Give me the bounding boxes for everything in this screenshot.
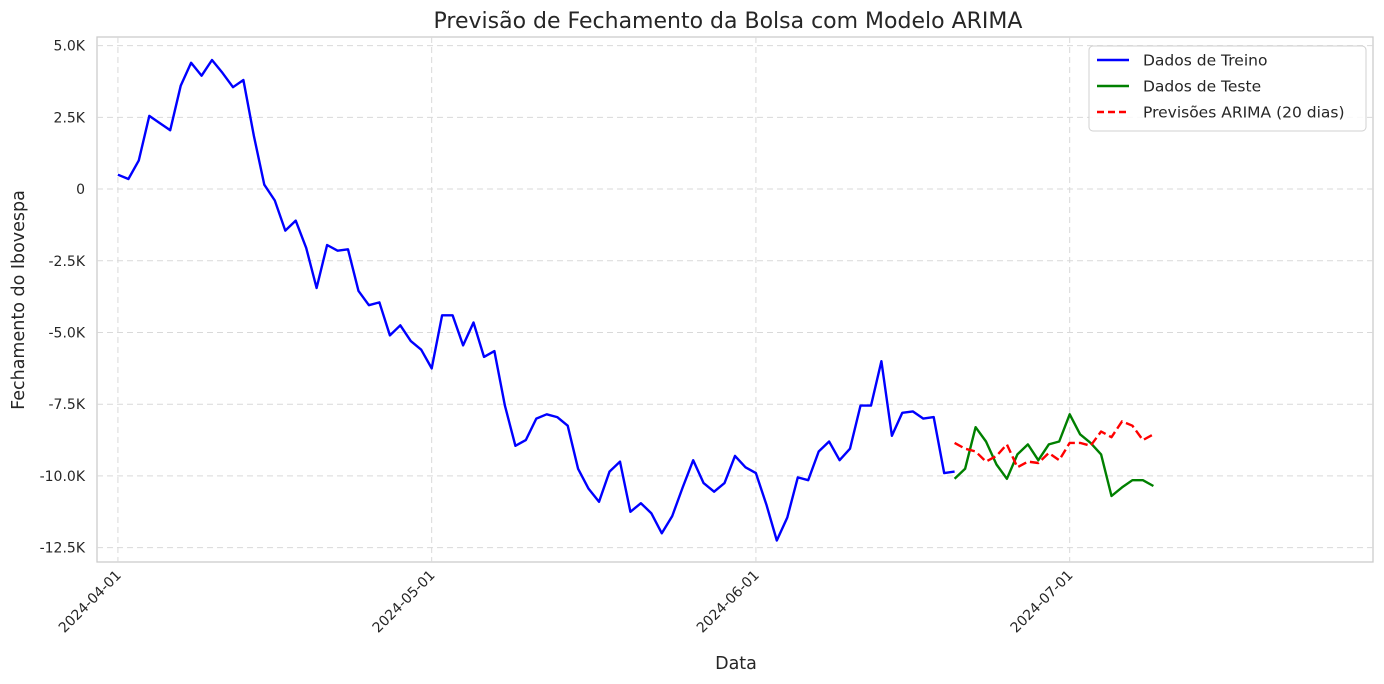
x-tick-label: 2024-06-01 xyxy=(694,568,763,637)
y-tick-label: 0 xyxy=(76,182,85,198)
y-axis-ticks: 5.0K 2.5K 0 -2.5K -5.0K -7.5K -10.0K -12.5K xyxy=(40,39,86,557)
x-axis-label: Data xyxy=(715,654,757,674)
y-tick-label: -5.0K xyxy=(49,325,86,341)
series-layer xyxy=(117,58,1154,542)
y-tick-label: -12.5K xyxy=(40,541,86,557)
x-tick-label: 2024-04-01 xyxy=(56,568,125,637)
y-tick-label: -10.0K xyxy=(40,469,86,485)
y-tick-label: 2.5K xyxy=(54,110,86,126)
series-line xyxy=(954,420,1154,469)
x-axis-ticks: 2024-04-01 2024-05-01 2024-06-01 2024-07-01 xyxy=(56,568,1077,637)
series-line xyxy=(953,413,1154,498)
y-tick-label: -2.5K xyxy=(49,254,86,270)
legend-box xyxy=(1088,45,1367,132)
legend-label: Previsões ARIMA (20 dias) xyxy=(1143,104,1345,122)
y-tick-label: 5.0K xyxy=(54,39,86,55)
chart-title: Previsão de Fechamento da Bolsa com Mode… xyxy=(434,9,1023,34)
y-axis-label: Fechamento do Ibovespa xyxy=(9,190,29,410)
legend-label: Dados de Treino xyxy=(1143,52,1267,70)
legend-label: Dados de Teste xyxy=(1143,78,1261,96)
legend: Dados de Treino Dados de Teste Previsões A… xyxy=(1088,45,1367,132)
y-tick-label: -7.5K xyxy=(49,397,86,413)
series-line xyxy=(117,58,955,542)
x-tick-label: 2024-05-01 xyxy=(370,568,439,637)
x-tick-label: 2024-07-01 xyxy=(1008,568,1077,637)
